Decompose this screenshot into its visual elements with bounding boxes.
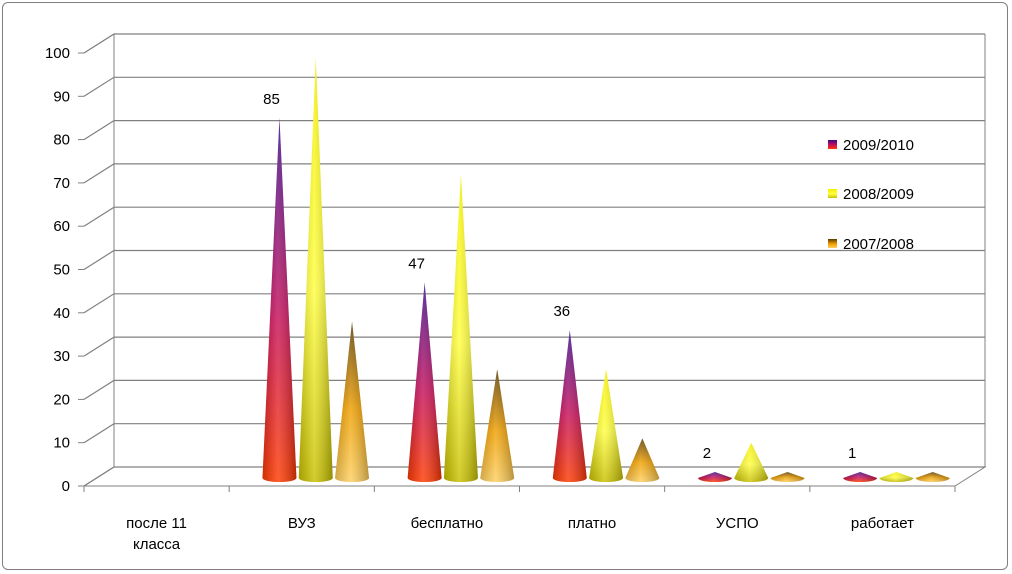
y-tick-label: 60 — [53, 218, 70, 235]
gridline — [83, 120, 985, 141]
legend-swatch — [828, 189, 837, 198]
cone-shading — [734, 442, 769, 482]
legend-entry: 2009/2010 — [843, 137, 914, 154]
gridline — [83, 379, 985, 400]
y-tick-label: 0 — [62, 478, 70, 495]
cone-shading — [480, 369, 515, 482]
y-tick-label: 90 — [53, 88, 70, 105]
x-category-label: после 11 класса — [126, 515, 187, 553]
gridline — [83, 466, 985, 487]
data-label: 85 — [263, 91, 280, 108]
cone-2007/2008-5 — [915, 472, 950, 482]
legend-entry: 2008/2009 — [843, 186, 914, 203]
cone-shading — [298, 57, 333, 482]
legend-swatch — [828, 239, 837, 248]
gridline — [83, 293, 985, 314]
y-tick-label: 10 — [53, 435, 70, 452]
cone-marks — [262, 57, 950, 483]
x-category-label: работает — [851, 515, 914, 532]
y-tick-label: 20 — [53, 391, 70, 408]
cone-2009/2010-4 — [697, 472, 732, 482]
cone-shading — [697, 472, 732, 482]
cone-2007/2008-2 — [480, 369, 515, 482]
cone-2007/2008-1 — [335, 321, 370, 482]
cone-shading — [443, 174, 478, 483]
cone-2008/2009-3 — [589, 369, 624, 482]
cone-2007/2008-3 — [625, 438, 660, 482]
cone-shading — [589, 369, 624, 482]
gridline — [83, 249, 985, 271]
cone-2009/2010-3 — [552, 330, 587, 482]
legend-entry: 2007/2008 — [843, 236, 914, 253]
gridline — [83, 76, 985, 97]
cone-shading — [879, 472, 914, 482]
y-tick-label: 80 — [53, 132, 70, 149]
y-tick-label: 70 — [53, 175, 70, 192]
cone-2008/2009-1 — [298, 57, 333, 482]
gridline — [83, 206, 985, 227]
y-tick-label: 30 — [53, 348, 70, 365]
cone-2008/2009-4 — [734, 442, 769, 482]
y-axis-ticks: 0 10 20 30 40 50 60 70 80 90 100 — [45, 45, 84, 495]
cone-shading — [335, 321, 370, 482]
chart-walls — [82, 33, 987, 487]
cone-2007/2008-4 — [770, 472, 805, 482]
cone-2009/2010-5 — [843, 472, 878, 482]
data-label: 1 — [848, 445, 856, 462]
cone-shading — [262, 117, 297, 482]
cone-shading — [407, 282, 442, 482]
cone-shading — [552, 330, 587, 482]
data-label: 36 — [553, 303, 570, 320]
x-category-label: УСПО — [716, 515, 759, 532]
cone-2009/2010-2 — [407, 282, 442, 482]
y-tick-label: 50 — [53, 262, 70, 279]
x-category-label: ВУЗ — [288, 515, 316, 532]
data-label: 47 — [408, 255, 425, 272]
cone-shading — [770, 472, 805, 482]
x-category-label: бесплатно — [411, 515, 484, 532]
gridline — [83, 336, 985, 357]
cone-2008/2009-2 — [443, 174, 478, 483]
cone-2009/2010-1 — [262, 117, 297, 482]
gridline — [83, 423, 985, 444]
gridline — [83, 163, 985, 184]
grid-lines — [83, 33, 985, 487]
cone-shading — [915, 472, 950, 482]
cone-2008/2009-5 — [879, 472, 914, 482]
gridline — [83, 33, 985, 54]
y-tick-label: 100 — [45, 45, 70, 62]
data-labels: 85 47 36 2 1 — [263, 91, 856, 462]
x-axis: после 11 класса ВУЗ бесплатно платно УСПО рабо… — [83, 486, 956, 553]
legend-swatch — [828, 140, 837, 149]
y-tick-label: 40 — [53, 305, 70, 322]
legend: 2009/2010 2008/2009 2007/2008 — [828, 137, 914, 253]
x-category-label: платно — [568, 515, 616, 532]
data-label: 2 — [703, 445, 711, 462]
cone-shading — [843, 472, 878, 482]
cone-shading — [625, 438, 660, 482]
